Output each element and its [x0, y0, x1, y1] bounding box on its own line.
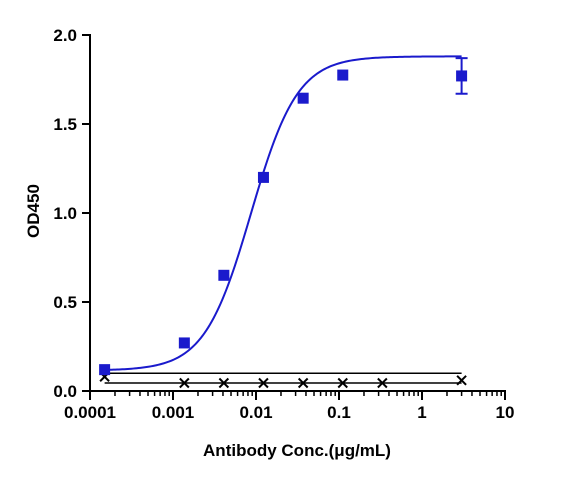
- series-layer: [99, 55, 468, 389]
- y-tick-label: 1.5: [53, 115, 77, 134]
- x-tick-label: 10: [496, 403, 515, 422]
- control-point: [297, 377, 309, 389]
- x-tick-label: 0.01: [239, 403, 272, 422]
- x-tick-label: 0.0001: [64, 403, 116, 422]
- y-ticks: 0.0 0.5 1.0 1.5 2.0: [53, 26, 90, 401]
- data-point: [337, 69, 349, 81]
- control-point-stroke: [456, 375, 467, 386]
- x-tick-label: 0.1: [327, 403, 351, 422]
- control-point-stroke: [179, 377, 190, 389]
- y-tick-label: 2.0: [53, 26, 77, 45]
- data-point: [257, 171, 269, 183]
- data-point: [297, 92, 309, 104]
- control-point: [337, 377, 348, 389]
- control-point: [258, 377, 269, 389]
- axes: [89, 34, 506, 392]
- x-ticks: 0.0001 0.001 0.01 0.1 1 10: [64, 391, 514, 422]
- x-axis-title: Antibody Conc.(μg/mL): [203, 441, 391, 460]
- y-tick-label: 0.0: [53, 382, 77, 401]
- control-point: [456, 375, 467, 386]
- data-point: [218, 269, 230, 281]
- fit-curve: [104, 55, 462, 371]
- x-tick-label: 0.001: [152, 403, 195, 422]
- data-point: [456, 70, 468, 82]
- control-point-stroke: [258, 377, 269, 389]
- control-point-stroke: [218, 377, 230, 389]
- x-tick-label: 1: [417, 403, 426, 422]
- y-tick-label: 1.0: [53, 204, 77, 223]
- control-point: [377, 377, 388, 389]
- data-point: [99, 364, 111, 376]
- control-point-stroke: [377, 377, 388, 389]
- y-tick-label: 0.5: [53, 293, 77, 312]
- control-point-stroke: [297, 377, 309, 389]
- y-axis-title: OD450: [24, 184, 43, 238]
- control-point-stroke: [337, 377, 348, 389]
- data-point: [178, 337, 190, 349]
- control-point: [179, 377, 190, 389]
- control-point: [218, 377, 230, 389]
